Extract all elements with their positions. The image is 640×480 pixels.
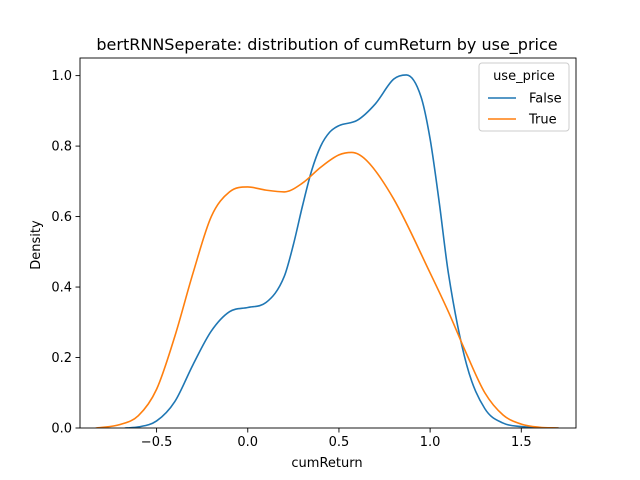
y-tick-label: 0.4 [51, 281, 72, 296]
chart-title: bertRNNSeperate: distribution of cumRetu… [96, 35, 557, 55]
y-tick-label: 0.2 [51, 351, 72, 366]
y-tick-label: 0.8 [51, 140, 72, 155]
series-group [95, 74, 559, 428]
y-tick-label: 0.0 [51, 422, 72, 437]
plot-layer: −0.5 0.0 0.5 1.0 1.5 0.0 0.2 0.4 0.6 0.8 1.0 [51, 57, 577, 450]
x-tick-label: 1.0 [420, 435, 441, 450]
y-tick-label: 1.0 [51, 69, 72, 84]
x-tick-label: 1.5 [511, 435, 532, 450]
legend-label-false: False [529, 92, 562, 107]
x-tick-label: −0.5 [141, 435, 173, 450]
x-axis-label: cumReturn [291, 456, 362, 471]
series-line-true [95, 151, 559, 428]
series-line-false [124, 74, 559, 428]
x-tick-label: 0.0 [237, 435, 258, 450]
axes-frame [79, 57, 577, 429]
y-axis-label: Density [29, 220, 44, 270]
legend: use_price False True [478, 62, 570, 132]
legend-frame [478, 62, 570, 132]
legend-label-true: True [528, 113, 557, 128]
y-tick-label: 0.6 [51, 210, 72, 225]
legend-title: use_price [493, 69, 555, 84]
x-tick-label: 0.5 [329, 435, 350, 450]
